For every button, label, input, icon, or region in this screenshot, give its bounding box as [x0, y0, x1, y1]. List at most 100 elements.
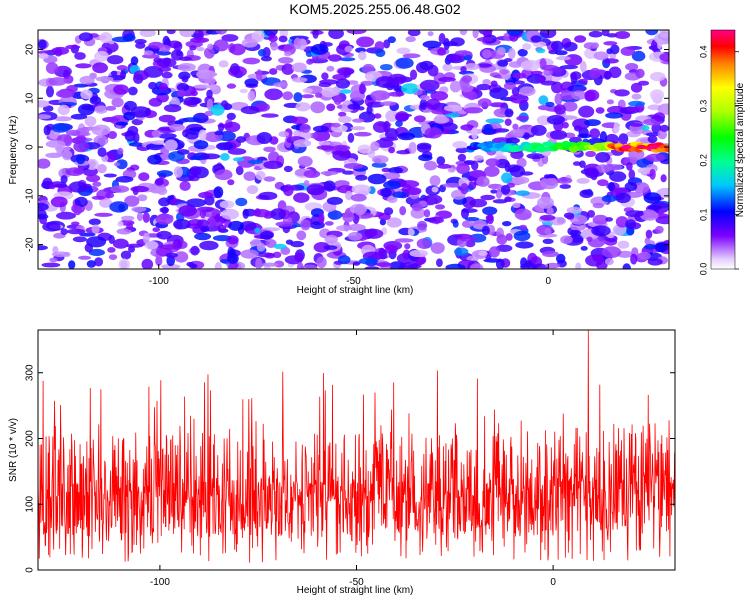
heatmap-cell — [167, 40, 182, 49]
heatmap-cell — [497, 59, 509, 67]
heatmap-cell — [108, 254, 118, 260]
heatmap-cell — [503, 82, 516, 90]
heatmap-cell — [591, 225, 611, 237]
heatmap-cell — [560, 235, 573, 244]
heatmap-cell — [579, 160, 586, 168]
heatmap-cell — [429, 175, 441, 187]
heatmap-cell — [409, 69, 418, 80]
heatmap-cell — [189, 45, 197, 51]
heatmap-cell — [294, 252, 304, 262]
heatmap-cell — [53, 65, 72, 78]
heatmap-cell — [263, 160, 284, 170]
heatmap-cell — [606, 99, 615, 105]
heatmap-cell — [158, 114, 176, 123]
heatmap-cell — [148, 81, 158, 90]
heatmap-cell — [316, 256, 327, 269]
heatmap-cell — [625, 210, 644, 218]
heatmap-cell — [240, 249, 259, 259]
heatmap-cell — [38, 114, 52, 120]
heatmap-cell — [278, 57, 294, 64]
heatmap-cell — [290, 240, 305, 248]
heatmap-cell — [326, 196, 343, 205]
heatmap-cell — [620, 46, 635, 56]
heatmap-cell — [79, 75, 95, 85]
heatmap-cell — [628, 169, 636, 180]
heatmap-cell — [78, 32, 94, 42]
heatmap-cell — [310, 43, 329, 55]
heatmap-cell — [566, 206, 583, 214]
heatmap-cell — [347, 231, 363, 241]
y-tick-label: 20 — [25, 44, 36, 56]
heatmap-cell — [342, 212, 355, 223]
x-tick-label: 0 — [545, 276, 551, 287]
heatmap-cell — [283, 184, 294, 197]
heatmap-cell — [170, 49, 184, 61]
heatmap-cell — [293, 192, 310, 203]
heatmap-cell — [519, 86, 536, 96]
heatmap-cell — [310, 101, 326, 114]
heatmap-cell — [496, 47, 506, 56]
heatmap-cell — [173, 219, 191, 230]
heatmap-cell — [108, 235, 115, 244]
heatmap-cell — [610, 44, 620, 55]
heatmap-cell — [185, 131, 199, 140]
heatmap-cell — [495, 158, 510, 169]
heatmap-cell — [156, 170, 173, 177]
heatmap-cell — [560, 89, 575, 101]
heatmap-cell — [601, 30, 610, 37]
heatmap-cell — [423, 160, 438, 171]
heatmap-cell — [295, 102, 311, 112]
heatmap-cell — [73, 205, 82, 216]
heatmap-cell — [461, 75, 473, 83]
heatmap-cell — [117, 147, 124, 155]
heatmap-cell — [115, 121, 129, 126]
heatmap-cell — [505, 233, 513, 241]
heatmap-cell — [570, 229, 582, 237]
heatmap-cell — [399, 206, 407, 216]
heatmap-cell — [614, 31, 631, 39]
heatmap-cell — [51, 123, 70, 133]
heatmap-cell — [99, 197, 112, 208]
heatmap-cell — [416, 238, 432, 250]
heatmap-cell — [605, 217, 613, 222]
heatmap-cell — [72, 236, 87, 243]
heatmap-cell — [546, 115, 566, 125]
heatmap-cell — [146, 143, 165, 151]
heatmap-cell — [166, 30, 176, 35]
heatmap-cell — [533, 41, 547, 48]
heatmap-cell — [216, 142, 233, 151]
heatmap-cell — [214, 169, 233, 181]
heatmap-cell — [395, 111, 409, 122]
heatmap-cell — [364, 266, 380, 269]
heatmap-cell — [199, 240, 219, 251]
heatmap-cell — [133, 70, 149, 81]
heatmap-cell — [333, 95, 342, 106]
heatmap-cell — [407, 264, 422, 269]
heatmap-cell — [226, 83, 237, 89]
heatmap-cell — [68, 260, 76, 269]
heatmap-cell — [213, 186, 224, 199]
heatmap-cell — [243, 171, 256, 181]
heatmap-cell — [458, 236, 478, 242]
heatmap-cell — [417, 220, 428, 231]
heatmap-cell — [375, 76, 395, 88]
heatmap-cell — [561, 121, 569, 129]
heatmap-cell — [510, 150, 524, 159]
heatmap-cell — [49, 257, 58, 263]
heatmap-cell — [196, 46, 205, 52]
heatmap-cell — [256, 69, 263, 81]
heatmap-cell — [381, 172, 401, 180]
heatmap-cell — [405, 36, 416, 43]
heatmap-cell — [159, 207, 169, 213]
heatmap-cell — [332, 149, 351, 161]
heatmap-cell — [511, 176, 530, 185]
heatmap-cell — [318, 212, 325, 224]
heatmap-cell — [630, 122, 643, 127]
heatmap-cell — [239, 88, 248, 94]
heatmap-cell — [608, 182, 615, 192]
heatmap-cell — [578, 105, 595, 118]
heatmap-cell — [181, 75, 189, 83]
heatmap-cell — [584, 119, 601, 127]
